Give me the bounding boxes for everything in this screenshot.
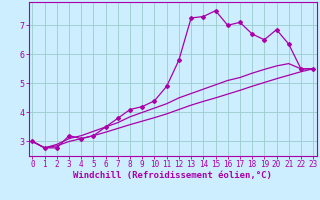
- X-axis label: Windchill (Refroidissement éolien,°C): Windchill (Refroidissement éolien,°C): [73, 171, 272, 180]
